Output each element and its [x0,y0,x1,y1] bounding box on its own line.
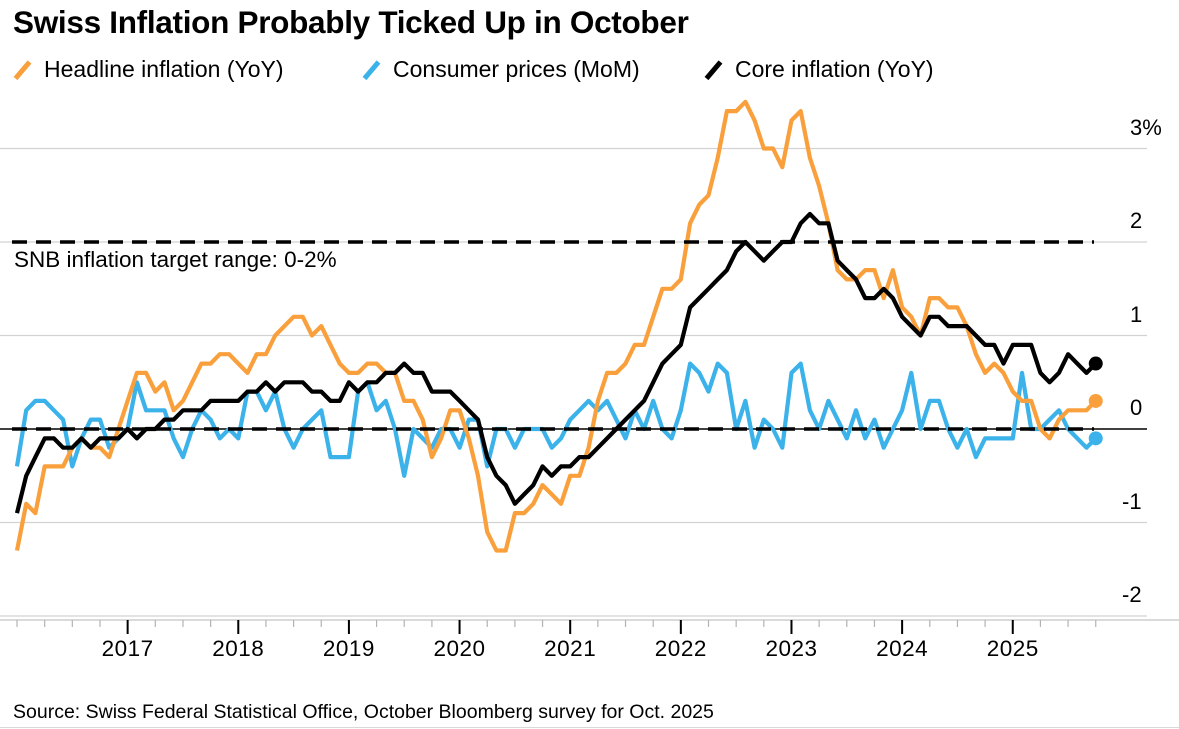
y-tick-label: 2 [1130,208,1143,233]
x-tick-label: 2023 [765,636,818,661]
x-tick-label: 2020 [433,636,486,661]
x-tick-label: 2024 [876,636,929,661]
chart-title: Swiss Inflation Probably Ticked Up in Oc… [13,4,689,40]
y-tick-label: 1 [1130,301,1143,327]
x-tick-label: 2025 [986,636,1039,661]
legend-slash-icon [13,59,32,80]
legend-label: Core inflation (YoY) [735,56,934,82]
y-tick-label: 3% [1130,114,1162,140]
legend-label: Headline inflation (YoY) [44,56,284,82]
series-line-0 [14,99,1098,553]
survey-end-dot-0 [1088,393,1103,408]
legend-item-core-inflation-yoy: Core inflation (YoY) [704,56,934,83]
x-tick-label: 2021 [544,636,597,661]
snb-target-annotation: SNB inflation target range: 0-2% [14,247,337,272]
legend-slash-icon [704,59,723,80]
y-tick-label: -1 [1122,488,1142,514]
source-note: Source: Swiss Federal Statistical Office… [13,701,714,723]
legend-item-headline-inflation-yoy: Headline inflation (YoY) [13,56,284,83]
series-line-1 [14,361,1098,478]
bottom-divider [0,727,1179,728]
legend-label: Consumer prices (MoM) [393,56,640,82]
legend-slash-icon [362,59,381,80]
chart-legend: Headline inflation (YoY) Consumer prices … [0,56,1179,86]
legend-item-consumer-prices-mom: Consumer prices (MoM) [362,56,640,83]
survey-end-dot-2 [1088,356,1103,371]
x-tick-label: 2018 [212,636,265,661]
y-tick-label: -2 [1122,582,1142,607]
y-tick-label: 0 [1130,395,1143,420]
x-tick-label: 2019 [322,636,375,661]
series-line-2 [14,211,1098,514]
x-tick-label: 2022 [654,636,707,661]
survey-end-dot-1 [1088,431,1103,446]
x-tick-label: 2017 [101,636,154,661]
